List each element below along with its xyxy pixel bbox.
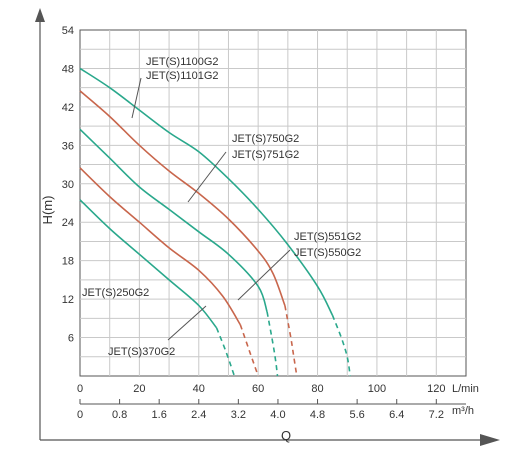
curves: [79, 67, 351, 377]
x-tick-label: 40: [193, 383, 205, 395]
x2-tick-label: 2.4: [191, 409, 206, 421]
y-tick-label: 18: [62, 256, 74, 268]
y-axis-title: H(m): [40, 196, 55, 225]
annotation-leaders: [131, 77, 291, 341]
x2-tick-label: 3.2: [231, 409, 246, 421]
annotation-leader-2: [237, 249, 291, 301]
series-curve-1: [79, 90, 286, 306]
x-tick-label: 60: [252, 383, 264, 395]
x-tick-label: 120: [427, 383, 445, 395]
y-tick-label: 30: [62, 179, 74, 191]
m3h-tick-marks: [79, 399, 437, 404]
model-label-1101: JET(S)1101G2: [146, 70, 219, 82]
x-tick-label: 0: [77, 383, 83, 395]
x2-tick-label: 4.8: [310, 409, 325, 421]
series-curve-dashed-3: [239, 324, 259, 377]
x-tick-labels-lmin: 0 20 40 60 80 100 120: [77, 383, 446, 395]
x2-tick-label: 0: [77, 409, 83, 421]
y-tick-label: 42: [62, 102, 74, 114]
series-curve-dashed-2: [266, 311, 279, 377]
x2-tick-label: 7.2: [429, 409, 444, 421]
y-tick-label: 48: [62, 63, 74, 75]
x2-tick-label: 5.6: [349, 409, 364, 421]
series-curve-2: [79, 128, 268, 313]
y-tick-label: 6: [68, 333, 74, 345]
y-axis-arrow: [35, 8, 45, 22]
series-curve-dashed-5: [215, 327, 236, 377]
series-curve-dashed-1: [284, 305, 298, 377]
x-axis-arrow: [480, 434, 500, 446]
series-curve-3: [79, 167, 241, 326]
model-label-250: JET(S)250G2: [82, 287, 149, 299]
annotation-leader-1: [187, 151, 227, 203]
x-axis-title: Q: [281, 428, 291, 443]
model-label-751: JET(S)751G2: [232, 149, 299, 161]
model-label-370: JET(S)370G2: [108, 346, 175, 358]
x-tick-labels-m3h: 0 0.8 1.6 2.4 3.2 4.0 4.8 5.6 6.4 7.2: [77, 409, 444, 421]
series-curve-0: [79, 67, 334, 316]
grid: [80, 30, 466, 376]
x-tick-label: 80: [311, 383, 323, 395]
annotation-leader-3: [167, 305, 207, 341]
model-label-750: JET(S)750G2: [232, 133, 299, 145]
x-tick-label: 20: [133, 383, 145, 395]
x2-tick-label: 1.6: [152, 409, 167, 421]
model-label-1100: JET(S)1100G2: [146, 56, 219, 68]
y-tick-label: 36: [62, 140, 74, 152]
y-tick-label: 12: [62, 294, 74, 306]
series-curve-5: [79, 199, 218, 329]
y-tick-label: 54: [62, 25, 74, 37]
x-unit-m3h: m³/h: [452, 405, 474, 417]
x2-tick-label: 0.8: [112, 409, 127, 421]
y-tick-labels: 54 48 42 36 30 24 18 12 6: [62, 25, 74, 345]
annotation-leader-0: [131, 77, 142, 119]
x-tick-label: 100: [368, 383, 386, 395]
model-label-550: JET(S)550G2: [294, 247, 361, 259]
model-label-551: JET(S)551G2: [294, 231, 361, 243]
x-unit-lmin: L/min: [452, 383, 479, 395]
y-tick-label: 24: [62, 217, 74, 229]
x2-tick-label: 6.4: [389, 409, 404, 421]
series-curve-dashed-0: [331, 314, 351, 377]
x2-tick-label: 4.0: [270, 409, 285, 421]
